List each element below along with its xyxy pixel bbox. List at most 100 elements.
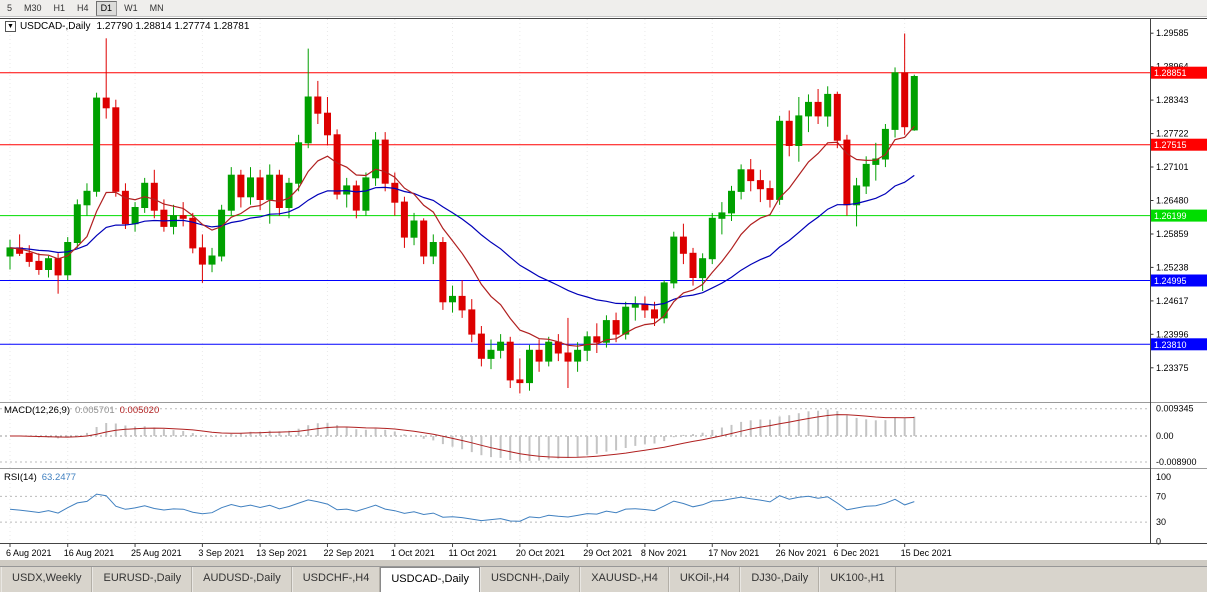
tab-usdcnh-daily[interactable]: USDCNH-,Daily: [479, 567, 581, 592]
bear-candle: [506, 341, 514, 381]
timeframe-d1-button[interactable]: D1: [95, 0, 118, 16]
bear-candle: [814, 101, 822, 117]
price-axis-label: 1.26480: [1156, 195, 1189, 205]
bull-candle: [497, 341, 505, 351]
bull-candle: [526, 349, 533, 384]
timeframe-mn-button[interactable]: MN: [144, 0, 169, 16]
bear-candle: [458, 295, 466, 311]
date-label: 13 Sep 2021: [256, 548, 307, 558]
tab-audusd-daily[interactable]: AUDUSD-,Daily: [192, 567, 292, 592]
bear-candle: [25, 252, 33, 262]
bear-candle: [179, 215, 187, 219]
date-label: 6 Dec 2021: [833, 548, 879, 558]
bear-candle: [564, 352, 572, 362]
bull-candle: [660, 282, 668, 319]
bear-candle: [612, 320, 620, 335]
bear-candle: [420, 220, 428, 257]
price-level-badge-text: 1.23810: [1154, 340, 1187, 350]
tab-usdchf-h4[interactable]: USDCHF-,H4: [291, 567, 381, 592]
bull-candle: [93, 97, 101, 192]
bull-candle: [737, 169, 745, 192]
bear-candle: [150, 182, 158, 211]
tab-uk100-h1[interactable]: UK100-,H1: [819, 567, 896, 592]
rsi-axis-label: 30: [1156, 517, 1166, 527]
bull-candle: [872, 158, 880, 165]
bear-candle: [352, 185, 360, 211]
rsi-line: [9, 493, 915, 522]
date-label: 6 Aug 2021: [6, 548, 52, 558]
date-label: 8 Nov 2021: [641, 548, 687, 558]
timeframe-h4-button[interactable]: H4: [72, 0, 94, 16]
tab-usdx-weekly[interactable]: USDX,Weekly: [1, 567, 93, 592]
timeframe-m5-button[interactable]: 5: [2, 0, 18, 16]
bull-candle: [583, 336, 591, 351]
price-axis-label: 1.24617: [1156, 296, 1189, 306]
rsi-axis-label: 70: [1156, 491, 1166, 501]
timeframe-w1-button[interactable]: W1: [119, 0, 143, 16]
bear-candle: [468, 309, 476, 335]
bull-candle: [805, 101, 812, 117]
macd-signal-value: 0.005020: [119, 405, 160, 416]
tab-xauusd-h4[interactable]: XAUUSD-,H4: [580, 567, 669, 592]
bear-candle: [679, 236, 687, 254]
chart-window[interactable]: 1.29585 1.28964 1.28343 1.27722 1.27101 1.264…: [0, 17, 1207, 560]
bear-candle: [400, 201, 408, 238]
date-label: 11 Oct 2021: [449, 548, 497, 558]
price-axis-label: 1.25238: [1156, 262, 1189, 272]
macd-axis-label: 0.009345: [1156, 404, 1194, 414]
chart-tabs-bar: USDX,Weekly EURUSD-,Daily AUDUSD-,Daily …: [0, 566, 1207, 592]
tab-dj30-daily[interactable]: DJ30-,Daily: [740, 567, 820, 592]
bull-candle: [64, 242, 72, 276]
price-level-badge: [1150, 138, 1207, 151]
date-label: 26 Nov 2021: [776, 548, 827, 558]
bull-candle: [141, 182, 149, 209]
bull-candle: [670, 236, 678, 284]
price-axis-area[interactable]: [1151, 19, 1207, 544]
bull-candle: [574, 349, 582, 362]
chart-symbol-label: USDCAD-,Daily: [19, 21, 91, 32]
bull-candle: [853, 185, 861, 206]
bull-candle: [728, 190, 735, 214]
timeframe-m30-button[interactable]: M30: [19, 0, 47, 16]
collapse-indicator-icon[interactable]: ▼: [5, 21, 16, 32]
tab-usdcad-daily[interactable]: USDCAD-,Daily: [380, 567, 480, 592]
bear-candle: [593, 336, 601, 343]
bear-candle: [901, 72, 909, 128]
price-axis-label: 1.23996: [1156, 329, 1189, 339]
bear-candle: [785, 120, 793, 147]
macd-signal-line: [10, 414, 915, 458]
bull-candle: [266, 174, 274, 200]
chart-title: ▼ USDCAD-,Daily 1.27790 1.28814 1.27774 1.…: [5, 21, 249, 32]
bull-candle: [631, 304, 639, 308]
date-label: 1 Oct 2021: [391, 548, 435, 558]
bull-candle: [881, 128, 889, 160]
bull-candle: [131, 207, 139, 225]
bear-candle: [651, 309, 658, 319]
bull-candle: [6, 247, 14, 257]
bull-candle: [449, 295, 456, 303]
bull-candle: [776, 120, 784, 200]
bear-candle: [439, 242, 447, 303]
bull-candle: [891, 72, 899, 130]
time-axis-area[interactable]: [0, 544, 1207, 560]
timeframe-h1-button[interactable]: H1: [48, 0, 71, 16]
rsi-axis-label: 100: [1156, 472, 1171, 482]
date-label: 16 Aug 2021: [64, 548, 115, 558]
bear-candle: [747, 169, 755, 182]
bull-candle: [699, 258, 707, 279]
price-level-badge-text: 1.28851: [1154, 68, 1187, 78]
bear-candle: [516, 379, 524, 384]
bull-candle: [372, 139, 380, 179]
macd-axis-label: -0.008900: [1156, 457, 1197, 467]
price-level-badge: [1150, 338, 1207, 351]
chart-canvas[interactable]: 1.29585 1.28964 1.28343 1.27722 1.27101 1.264…: [0, 17, 1207, 560]
macd-axis-label: 0.00: [1156, 431, 1174, 441]
tab-ukoil-h4[interactable]: UKOil-,H4: [668, 567, 741, 592]
price-level-badge-text: 1.27515: [1154, 140, 1187, 150]
price-level-badge: [1150, 66, 1207, 79]
bear-candle: [689, 252, 697, 279]
ma-fast-line: [9, 125, 915, 347]
bear-candle: [237, 174, 245, 198]
tab-eurusd-daily[interactable]: EURUSD-,Daily: [92, 567, 193, 592]
